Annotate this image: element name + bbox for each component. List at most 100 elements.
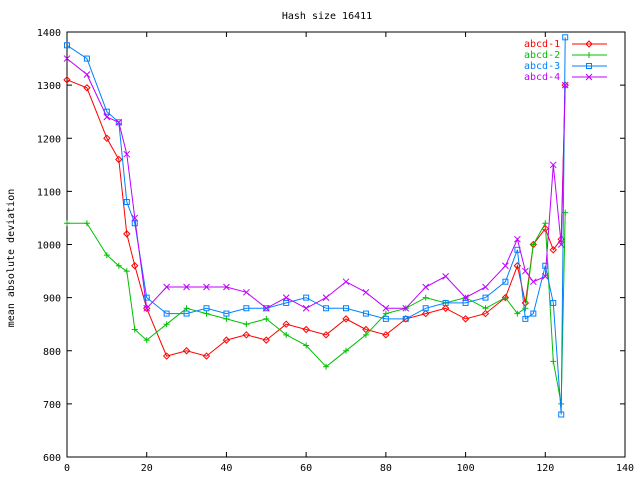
data-point-cross <box>183 283 190 291</box>
y-tick-label: 1300 <box>37 81 61 92</box>
y-tick-label: 1200 <box>37 134 61 145</box>
data-point-cross <box>422 283 430 291</box>
data-point-square <box>203 305 210 312</box>
data-point-square <box>502 278 509 285</box>
data-point-plus <box>323 363 330 370</box>
data-point-square <box>303 294 310 301</box>
data-point-plus <box>203 310 210 317</box>
data-point-cross <box>529 278 537 286</box>
data-point-square <box>522 315 529 322</box>
data-point-square <box>558 411 565 418</box>
data-point-square <box>283 299 290 306</box>
data-point-plus <box>183 305 190 312</box>
data-point-cross <box>561 81 569 89</box>
data-point-square <box>382 315 389 322</box>
data-point-diamond <box>83 84 91 92</box>
data-point-diamond <box>585 40 593 48</box>
data-point-diamond <box>262 336 270 344</box>
series-layer <box>63 34 569 418</box>
data-point-square <box>402 315 409 322</box>
data-point-cross <box>115 118 123 126</box>
data-point-square <box>323 305 330 312</box>
series-line <box>66 79 566 357</box>
data-point-diamond <box>143 304 151 312</box>
y-axis-label: mean absolute deviation <box>6 189 17 327</box>
x-tick-label: 20 <box>141 463 153 474</box>
data-point-plus <box>143 337 150 344</box>
y-tick-label: 1100 <box>37 187 61 198</box>
data-point-square <box>362 310 369 317</box>
data-point-cross <box>282 294 290 301</box>
data-point-cross <box>63 55 71 62</box>
data-point-diamond <box>549 246 557 254</box>
data-point-cross <box>549 161 557 169</box>
data-point-square <box>462 299 469 306</box>
chart-title: Hash size 16411 <box>282 11 372 22</box>
data-point-plus <box>382 310 389 317</box>
data-point-square <box>243 305 250 312</box>
data-point-plus <box>586 52 592 58</box>
data-point-square <box>163 310 170 317</box>
data-point-diamond <box>282 320 290 328</box>
data-point-plus <box>362 331 369 338</box>
data-point-cross <box>585 73 593 81</box>
data-point-plus <box>542 220 549 227</box>
data-point-square <box>550 299 557 306</box>
data-point-plus <box>502 294 509 301</box>
data-point-cross <box>557 241 565 248</box>
data-point-square <box>542 262 549 269</box>
data-point-square <box>115 119 122 126</box>
axis-ticks: 0 20 40 60 80 100 120 140 600 700 800 900 1000 1100 12… <box>37 28 634 474</box>
x-tick-label: 100 <box>457 463 475 474</box>
data-point-diamond <box>162 352 171 360</box>
x-tick-label: 40 <box>220 463 232 474</box>
data-point-diamond <box>202 352 211 360</box>
data-point-diamond <box>342 315 350 323</box>
data-point-cross <box>382 304 390 312</box>
data-point-square <box>123 199 130 205</box>
data-point-cross <box>131 214 139 222</box>
data-point-plus <box>522 305 529 312</box>
data-point-cross <box>103 113 111 121</box>
data-point-square <box>343 305 349 312</box>
y-tick-label: 600 <box>43 453 61 464</box>
data-point-cross <box>342 278 350 286</box>
data-point-square <box>263 305 270 312</box>
data-point-plus <box>303 342 310 349</box>
data-point-square <box>183 310 190 317</box>
data-point-plus <box>83 220 90 227</box>
data-point-cross <box>123 150 131 158</box>
data-point-plus <box>131 326 138 333</box>
y-tick-label: 900 <box>43 294 61 305</box>
data-point-diamond <box>461 315 470 323</box>
data-point-cross <box>262 304 270 312</box>
legend-label: abcd-4 <box>524 72 560 83</box>
series-line <box>66 58 566 310</box>
data-point-cross <box>514 235 521 243</box>
data-point-square <box>64 42 70 49</box>
legend-label: abcd-2 <box>524 50 560 61</box>
data-point-square <box>422 305 429 312</box>
data-point-cross <box>402 304 410 312</box>
data-point-square <box>586 63 592 69</box>
data-point-square <box>562 34 569 41</box>
data-point-cross <box>302 304 310 312</box>
data-point-plus <box>530 241 537 248</box>
data-point-plus <box>115 262 122 269</box>
data-point-diamond <box>441 304 450 312</box>
data-point-plus <box>263 315 270 322</box>
data-point-plus <box>283 331 290 338</box>
x-tick-label: 140 <box>616 463 634 474</box>
data-point-plus <box>103 252 110 259</box>
x-tick-label: 80 <box>380 463 392 474</box>
data-point-square <box>143 294 150 301</box>
data-point-diamond <box>103 134 111 142</box>
data-point-cross <box>322 294 330 301</box>
data-point-cross <box>143 304 151 312</box>
y-tick-label: 800 <box>43 347 61 358</box>
data-point-diamond <box>115 155 123 164</box>
data-point-square <box>223 310 230 317</box>
